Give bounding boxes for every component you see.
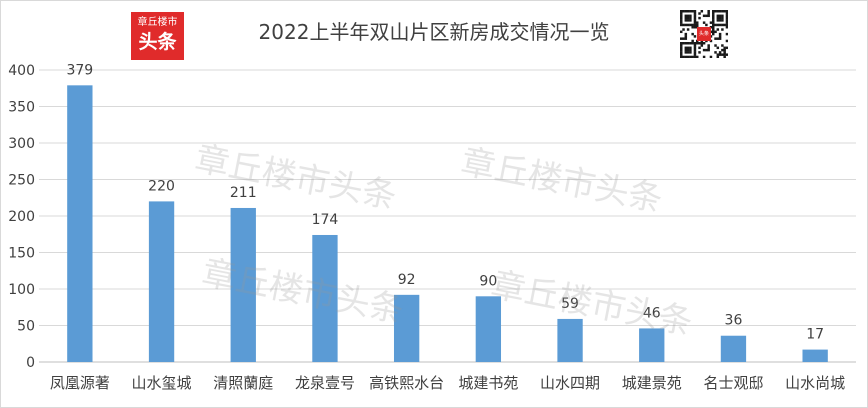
x-tick-label: 山水四期 xyxy=(540,374,600,392)
y-tick-label: 50 xyxy=(17,319,35,335)
x-tick-label: 清照蘭庭 xyxy=(213,374,273,392)
x-axis-ticks: 凤凰源著 山水玺城 清照蘭庭 龙泉壹号 高铁熙水台 城建书苑 山水四期 城建景苑 名士观邸 山水尚… xyxy=(50,374,845,392)
x-tick-label: 城建书苑 xyxy=(458,374,518,392)
bar xyxy=(639,328,665,362)
data-label: 17 xyxy=(806,327,824,343)
y-tick-label: 250 xyxy=(8,173,35,189)
logo-line2: 头条 xyxy=(138,31,177,53)
bar xyxy=(802,349,828,362)
y-tick-label: 0 xyxy=(26,355,35,371)
x-tick-label: 山水尚城 xyxy=(785,374,845,392)
y-axis-ticks: 0 50 100 150 200 250 300 350 400 xyxy=(8,63,35,371)
x-tick-label: 凤凰源著 xyxy=(50,374,110,392)
data-label: 90 xyxy=(479,273,497,289)
data-label: 36 xyxy=(725,313,743,329)
bar xyxy=(393,294,420,362)
bar xyxy=(720,335,747,362)
qr-center-badge: 头条 xyxy=(697,27,711,41)
qr-code-icon: 头条 xyxy=(680,10,729,59)
x-tick-label: 龙泉壹号 xyxy=(295,374,355,392)
data-label: 174 xyxy=(312,212,339,228)
x-tick-label: 城建景苑 xyxy=(622,374,682,392)
bar xyxy=(312,234,338,362)
y-tick-label: 100 xyxy=(8,282,35,298)
bar xyxy=(148,201,175,362)
chart-title: 2022上半年双山片区新房成交情况一览 xyxy=(259,20,610,44)
data-label: 220 xyxy=(148,178,175,194)
logo-line1: 章丘楼市 xyxy=(137,17,178,28)
x-tick-label: 山水玺城 xyxy=(132,374,192,392)
gridlines xyxy=(39,69,856,363)
x-tick-label: 名士观邸 xyxy=(703,374,763,392)
bars xyxy=(67,85,828,362)
brand-logo: 章丘楼市 头条 xyxy=(131,12,184,60)
bar xyxy=(557,318,583,362)
data-labels: 379 220 211 174 92 90 59 46 36 17 xyxy=(66,62,824,342)
bar xyxy=(475,296,502,362)
x-tick-label: 高铁熙水台 xyxy=(369,374,444,392)
data-label: 379 xyxy=(66,62,93,78)
y-tick-label: 150 xyxy=(8,246,35,262)
y-tick-label: 350 xyxy=(8,100,35,116)
y-tick-label: 200 xyxy=(8,209,35,225)
y-tick-label: 400 xyxy=(8,63,35,79)
data-label: 92 xyxy=(398,272,416,288)
y-tick-label: 300 xyxy=(8,136,35,152)
bar xyxy=(230,207,256,362)
bar xyxy=(67,85,93,362)
data-label: 211 xyxy=(230,185,257,201)
data-label: 59 xyxy=(561,296,579,312)
data-label: 46 xyxy=(643,305,661,321)
